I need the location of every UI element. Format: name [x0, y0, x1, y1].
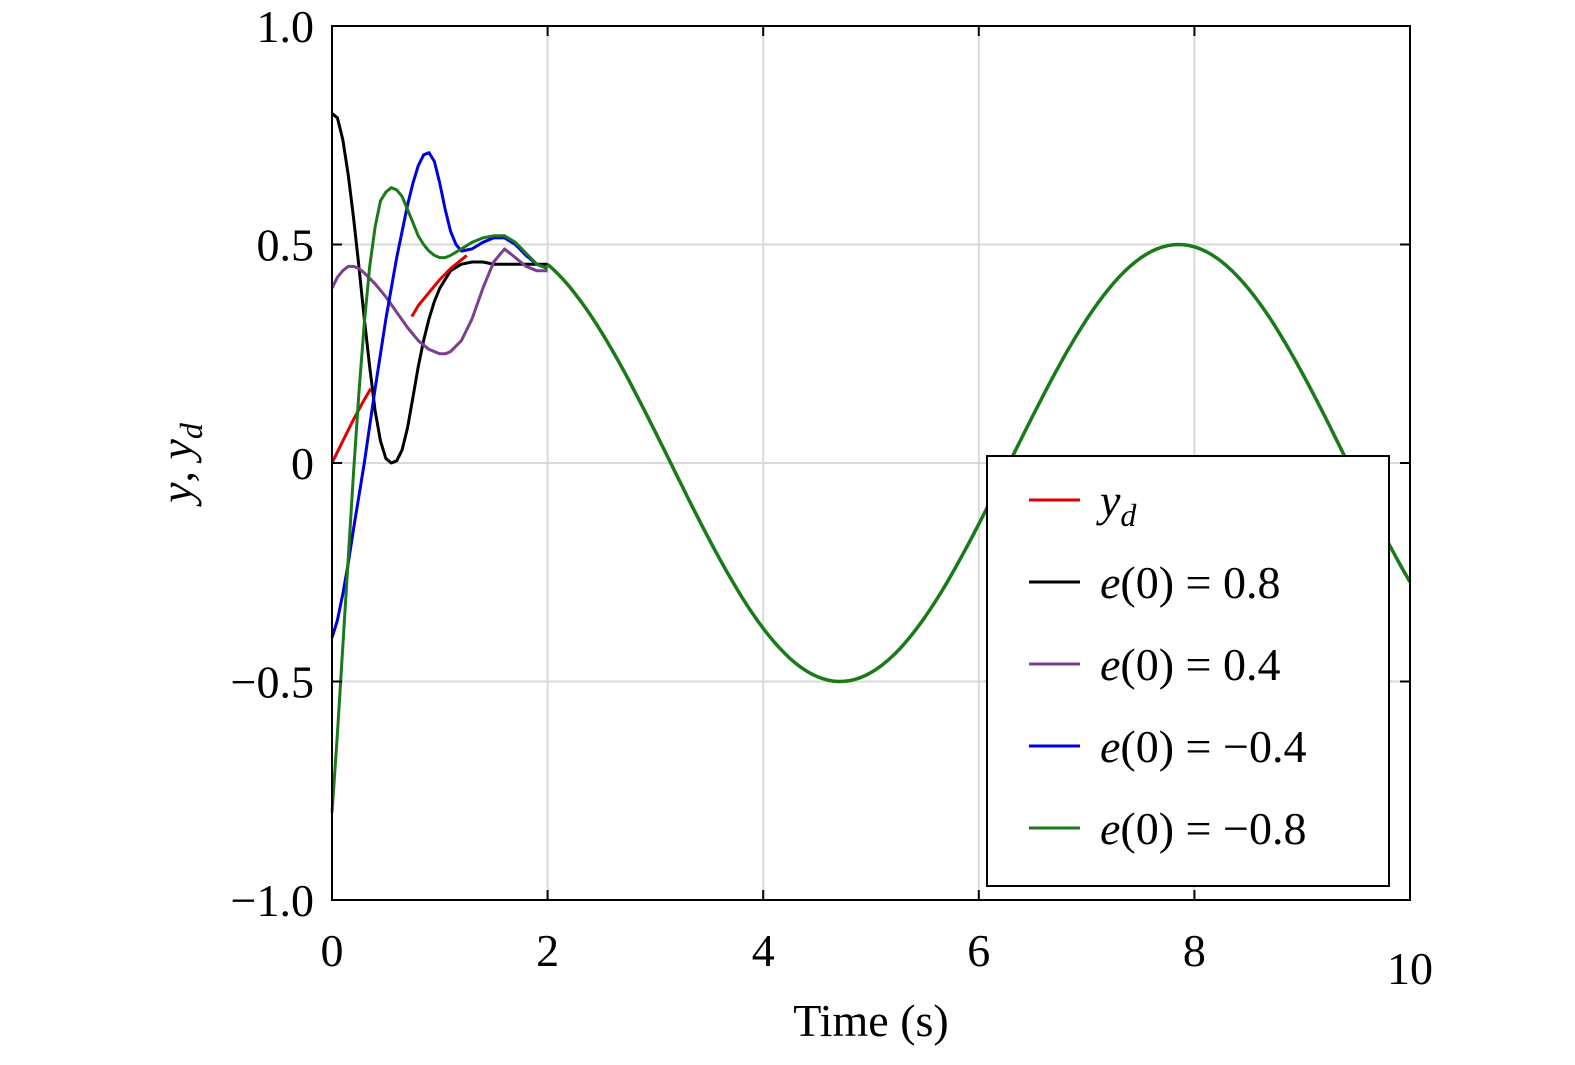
legend-label: e(0) = −0.8 — [1100, 803, 1306, 854]
series-line-segment — [330, 387, 373, 464]
x-tick-label: 8 — [1183, 925, 1206, 976]
series-line — [330, 186, 549, 813]
grid-layer — [332, 26, 1410, 900]
series-1 — [331, 112, 548, 465]
series-2 — [330, 247, 548, 356]
legend: yde(0) = 0.8e(0) = 0.4e(0) = −0.4e(0) = … — [986, 455, 1390, 887]
legend-label-symbol: e — [1100, 639, 1120, 690]
legend-label-rest: (0) = −0.8 — [1120, 803, 1306, 854]
y-tick-label: 1.0 — [257, 1, 315, 52]
legend-label-rest: (0) = 0.4 — [1120, 639, 1280, 690]
x-tick-label: 4 — [752, 925, 775, 976]
y-axis-title: y, yd — [151, 422, 209, 507]
legend-label-symbol: e — [1100, 721, 1120, 772]
series-4 — [330, 186, 549, 813]
series-line-segment — [410, 254, 468, 318]
legend-label-symbol: e — [1100, 557, 1120, 608]
legend-box — [986, 455, 1390, 887]
series-0 — [330, 254, 468, 464]
y-axis-title-subscript: d — [173, 422, 209, 439]
legend-label-symbol: y — [1096, 475, 1121, 526]
tick-layer: 0 2 4 6 8 10 −1.0 −0.5 0 0.5 1.0 — [231, 1, 1433, 994]
x-tick-label: 6 — [967, 925, 990, 976]
legend-label: yd — [1096, 475, 1137, 533]
y-axis-title-sep: , — [151, 460, 202, 483]
x-axis-title: Time (s) — [793, 995, 949, 1046]
legend-label-subscript: d — [1120, 497, 1137, 533]
converged-tail-line — [546, 242, 1412, 684]
y-tick-label: −1.0 — [231, 875, 314, 926]
y-tick-label: 0.5 — [257, 220, 315, 271]
legend-label: e(0) = 0.4 — [1100, 639, 1281, 690]
series-line — [330, 151, 549, 639]
y-tick-label: 0 — [291, 438, 314, 489]
x-tick-label: 10 — [1387, 943, 1433, 994]
x-tick-label: 2 — [536, 925, 559, 976]
series-line — [330, 247, 548, 356]
legend-label-symbol: e — [1100, 803, 1120, 854]
legend-label-rest: (0) = 0.8 — [1120, 557, 1280, 608]
series-3 — [330, 151, 549, 639]
legend-label-rest: (0) = −0.4 — [1120, 721, 1306, 772]
y-axis-title-main: y — [151, 482, 202, 507]
series-line — [331, 112, 548, 465]
legend-label: e(0) = −0.4 — [1100, 721, 1306, 772]
legend-label: e(0) = 0.8 — [1100, 557, 1281, 608]
y-tick-label: −0.5 — [231, 657, 314, 708]
series-layer — [330, 112, 1412, 813]
x-tick-label: 0 — [321, 925, 344, 976]
y-axis-title-sub-base: y — [151, 439, 202, 464]
